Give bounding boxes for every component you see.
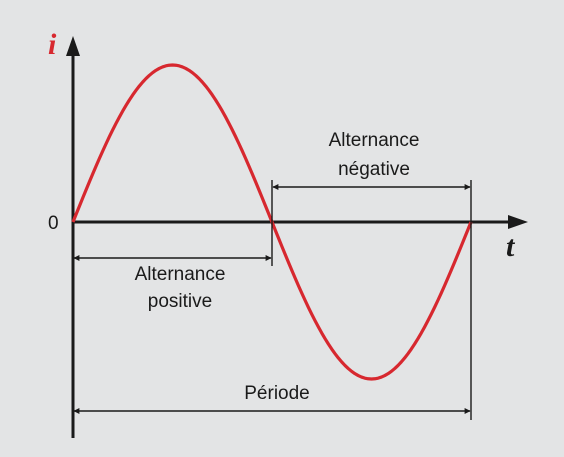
positive-half-label-line2: positive	[148, 291, 212, 312]
x-axis-label: t	[506, 230, 516, 263]
negative-half-label-line1: Alternance	[329, 130, 420, 151]
x-axis-arrowhead	[508, 215, 528, 229]
origin-label: 0	[48, 213, 59, 234]
y-axis-label: i	[48, 28, 57, 61]
y-axis-arrowhead	[66, 36, 80, 56]
positive-half-label-line1: Alternance	[135, 264, 226, 285]
negative-half-label-line2: négative	[338, 159, 410, 180]
period-label: Période	[244, 383, 310, 404]
